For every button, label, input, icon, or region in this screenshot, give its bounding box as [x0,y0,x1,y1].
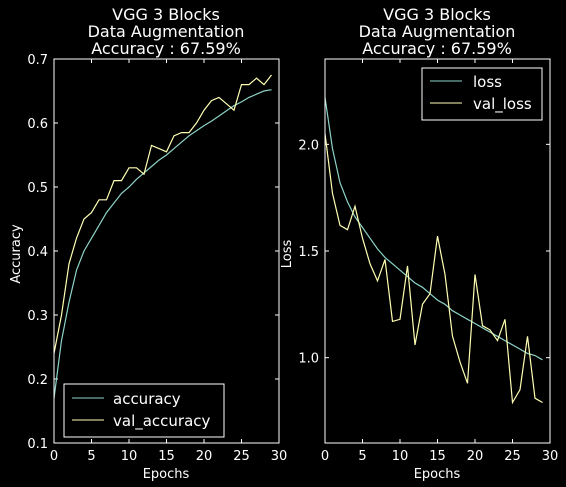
series-group [324,97,543,405]
legend-label-val-loss: val_loss [473,95,532,114]
x-tick-label: 0 [321,449,329,464]
x-axis-label: Epochs [414,467,461,482]
legend-label-accuracy: accuracy [113,390,181,408]
chart-title-line-2: Data Augmentation [88,22,245,41]
y-tick-label: 0.2 [27,373,48,388]
x-tick-label: 0 [50,449,58,464]
legend-label-loss: loss [473,73,502,91]
series-line-val-accuracy [53,74,272,354]
loss-chart: VGG 3 Blocks Data Augmentation Accuracy … [280,5,558,482]
y-tick-label: 0.5 [27,181,48,196]
plot-frame [53,58,280,444]
chart-title-line-1: VGG 3 Blocks [383,5,491,24]
x-tick-label: 30 [271,449,288,464]
x-tick-label: 20 [196,449,213,464]
x-tick-label: 25 [233,449,250,464]
y-tick-label: 0.1 [27,437,48,452]
series-line-loss [324,97,543,361]
x-tick-label: 25 [504,449,521,464]
accuracy-chart: VGG 3 Blocks Data Augmentation Accuracy … [9,5,287,482]
x-tick-label: 30 [542,449,559,464]
x-tick-label: 5 [87,449,95,464]
x-tick-label: 15 [158,449,175,464]
chart-title-line-2: Data Augmentation [359,22,516,41]
y-tick-label: 1.5 [298,245,319,260]
legend: accuracy val_accuracy [63,383,225,438]
chart-title-line-1: VGG 3 Blocks [112,5,220,24]
legend-box [421,67,543,121]
plot-frame [324,58,551,444]
series-line-val-loss [324,133,543,405]
chart-title-line-3: Accuracy : 67.59% [91,39,241,58]
x-tick-label: 10 [121,449,138,464]
tick-group: 0 5 10 15 20 25 30 1.0 1.5 2.0 [298,59,558,464]
y-tick-label: 0.6 [27,117,48,132]
legend-label-val-accuracy: val_accuracy [113,412,211,431]
y-tick-label: 0.3 [27,309,48,324]
chart-title-line-3: Accuracy : 67.59% [362,39,512,58]
x-tick-label: 15 [429,449,446,464]
y-tick-label: 0.4 [27,245,48,260]
x-axis-label: Epochs [143,467,190,482]
x-tick-label: 10 [392,449,409,464]
x-tick-label: 5 [358,449,366,464]
y-tick-label: 2.0 [298,138,319,153]
y-tick-label: 1.0 [298,352,319,367]
tick-group: 0 5 10 15 20 25 30 0.1 0.2 0.3 0.4 0.5 0.6 0.7 [27,53,287,464]
y-axis-label: Accuracy [9,224,24,284]
legend: loss val_loss [421,67,543,121]
y-tick-label: 0.7 [27,53,48,68]
x-tick-label: 20 [467,449,484,464]
legend-box [63,383,225,438]
y-axis-label: Loss [280,240,295,269]
series-group [53,74,272,399]
